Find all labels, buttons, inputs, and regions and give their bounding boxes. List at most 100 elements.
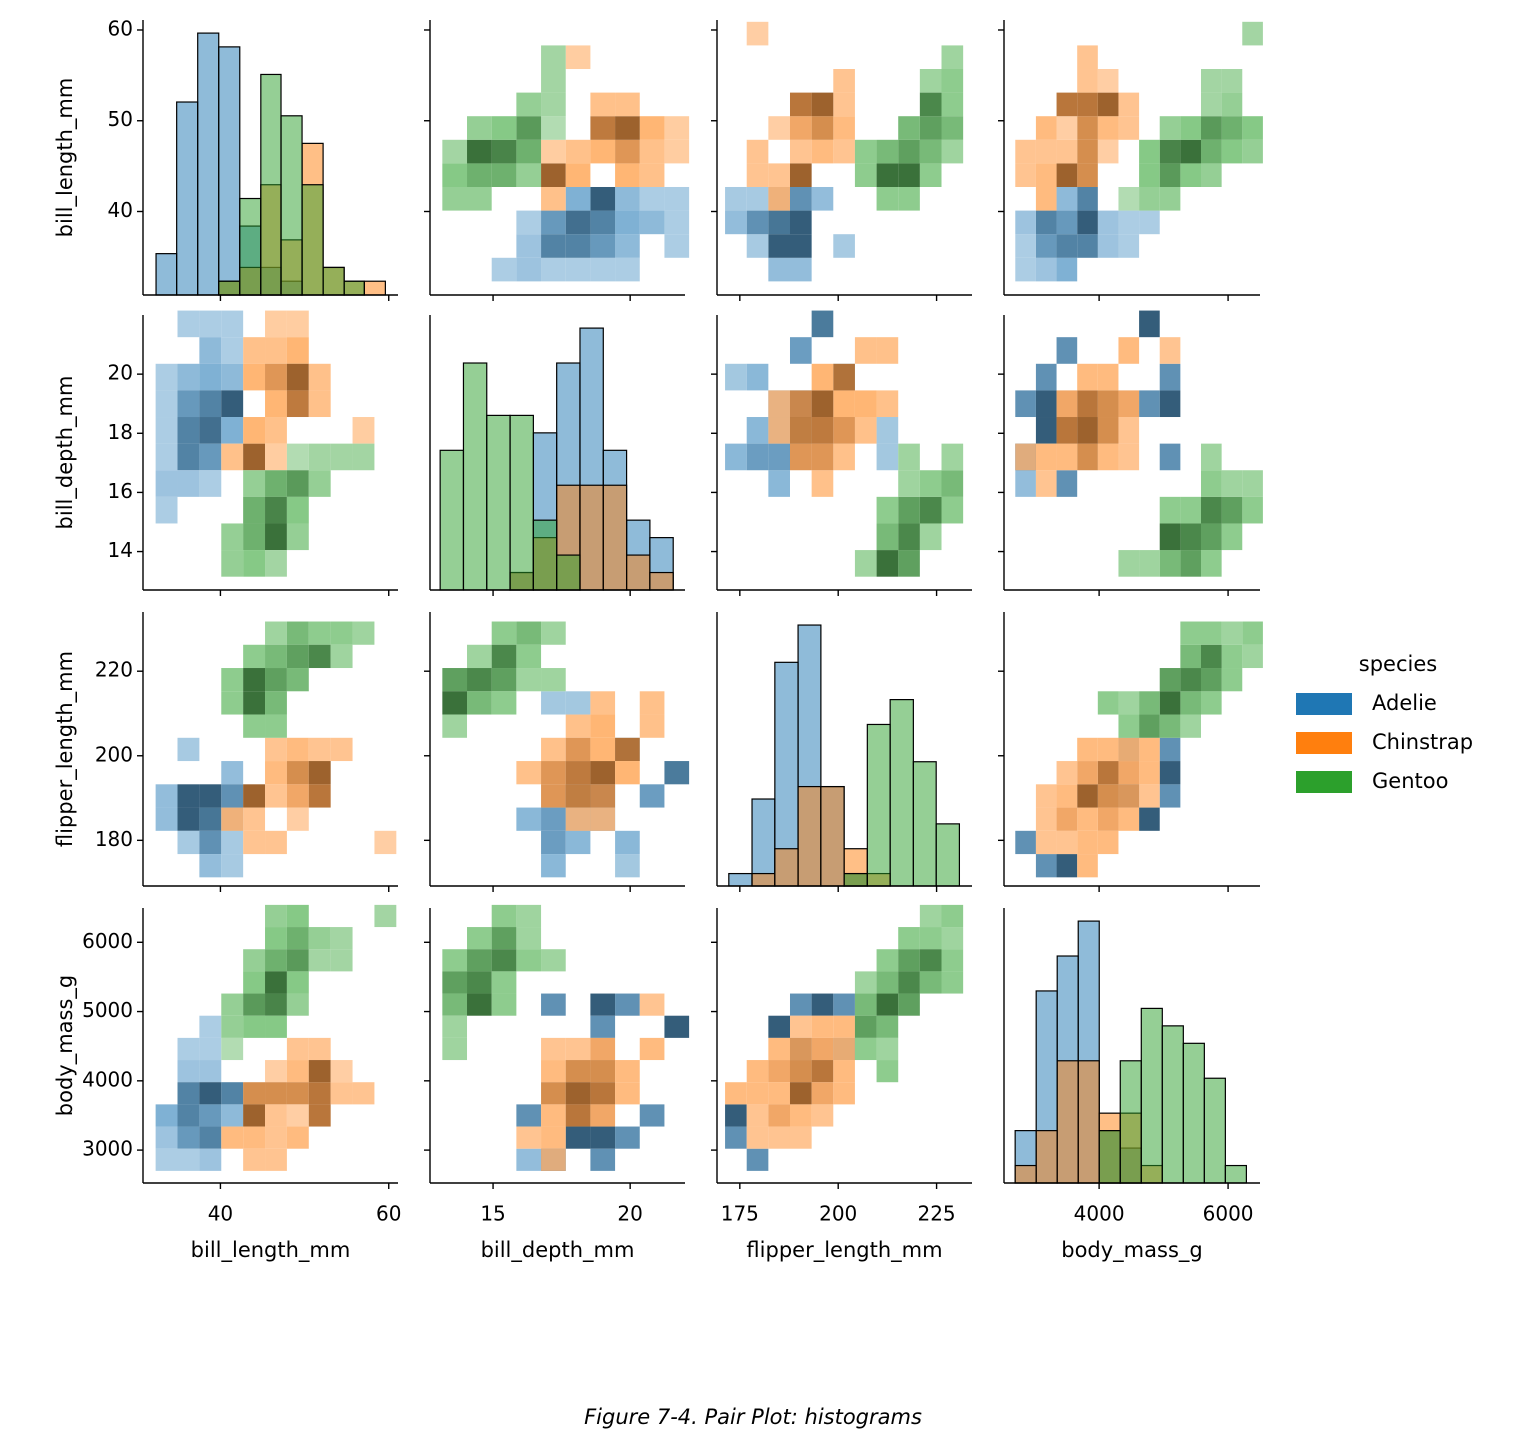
hist2d-cell: [286, 390, 309, 418]
x-tick-label: 6000: [1203, 1202, 1254, 1226]
hist2d-cell: [467, 644, 492, 669]
hist2d-cell: [541, 854, 566, 878]
hist2d-cell: [1015, 257, 1036, 282]
hist2d-cell: [639, 714, 665, 738]
hist2d-cell: [919, 470, 942, 497]
hist2d-cell: [811, 310, 834, 338]
hist2d-cell: [590, 714, 616, 738]
hist2d-cell: [941, 496, 964, 524]
hist2d-cell: [265, 1015, 287, 1038]
hist2d-cell: [1097, 116, 1119, 140]
hist2d-cell: [1097, 69, 1119, 93]
hist2d-cell: [1056, 470, 1078, 497]
hist2d-cell: [1035, 417, 1057, 444]
hist2d-cell: [615, 1082, 640, 1105]
hist2d-cell: [330, 927, 353, 950]
hist2d-cell: [286, 496, 309, 524]
hist2d-cell: [1159, 186, 1181, 211]
hist2d-cell: [491, 621, 517, 645]
hist2d-cell: [1118, 784, 1140, 808]
hist2d-cell: [898, 496, 920, 524]
hist2d-cell: [177, 1082, 200, 1105]
hist2d-cell: [286, 1126, 309, 1149]
hist2d-cell: [565, 45, 591, 70]
hist2d-cell: [265, 830, 287, 855]
hist2d-cell: [941, 927, 964, 950]
hist-bar: [820, 785, 845, 887]
hist2d-cell: [941, 45, 964, 70]
hist2d-cell: [725, 1126, 747, 1149]
hist2d-cell: [639, 691, 665, 715]
hist2d-cell: [1097, 761, 1119, 785]
hist2d-cell: [541, 1104, 566, 1127]
hist2d-cell: [352, 1082, 375, 1105]
hist2d-cell: [199, 854, 222, 878]
hist2d-cell: [243, 337, 266, 364]
hist2d-cell: [352, 443, 375, 471]
hist2d-cell: [565, 691, 591, 715]
hist2d-cell: [898, 993, 920, 1016]
hist2d-cell: [516, 949, 542, 972]
hist2d-cell: [541, 1148, 566, 1171]
hist2d-cell: [541, 691, 566, 715]
hist2d-cell: [221, 993, 244, 1016]
hist2d-cell: [1056, 234, 1078, 258]
hist2d-cell: [516, 92, 542, 117]
hist2d-cell: [1159, 390, 1181, 418]
hist2d-cell: [789, 1015, 812, 1038]
hist2d-cell: [541, 668, 566, 692]
x-tick-label: 20: [617, 1202, 642, 1226]
hist2d-cell: [265, 714, 287, 738]
hist2d-cell: [833, 69, 855, 93]
hist2d-cell: [199, 1060, 222, 1083]
hist2d-cell: [615, 163, 640, 187]
hist2d-cell: [1077, 186, 1098, 211]
hist2d-cell: [199, 807, 222, 831]
hist2d-cell: [1159, 784, 1181, 808]
hist2d-cell: [768, 163, 790, 187]
hist2d-cell: [590, 993, 616, 1016]
hist2d-cell: [1097, 737, 1119, 762]
hist-bar: [260, 73, 282, 296]
hist2d-cell: [746, 163, 769, 187]
hist2d-cell: [265, 523, 287, 551]
hist-bar: [556, 554, 581, 591]
hist2d-cell: [590, 784, 616, 808]
hist2d-cell: [898, 971, 920, 994]
hist2d-cell: [789, 163, 812, 187]
hist2d-cell: [442, 1037, 468, 1061]
hist2d-cell: [442, 993, 468, 1016]
hist2d-cell: [265, 550, 287, 577]
legend-swatch: [1296, 732, 1352, 754]
hist2d-cell: [442, 668, 468, 692]
hist2d-cell: [155, 363, 178, 391]
hist2d-cell: [1035, 854, 1057, 878]
hist-bar: [218, 280, 241, 296]
hist2d-cell: [1221, 523, 1243, 551]
hist2d-cell: [1097, 807, 1119, 831]
hist2d-cell: [833, 363, 855, 391]
hist2d-cell: [1035, 363, 1057, 391]
hist2d-cell: [941, 904, 964, 928]
y-tick-label: 60: [108, 16, 133, 40]
hist2d-cell: [789, 337, 812, 364]
hist2d-cell: [615, 92, 640, 117]
hist2d-cell: [746, 139, 769, 164]
y-axis-label: flipper_length_mm: [53, 651, 78, 847]
hist2d-cell: [1200, 523, 1222, 551]
hist2d-cell: [541, 163, 566, 187]
hist2d-cell: [265, 390, 287, 418]
hist2d-cell: [876, 496, 899, 524]
hist2d-cell: [1159, 363, 1181, 391]
hist2d-cell: [565, 807, 591, 831]
legend-label: Adelie: [1372, 691, 1437, 715]
hist2d-cell: [541, 186, 566, 211]
hist2d-cell: [639, 186, 665, 211]
hist2d-cell: [664, 210, 690, 235]
hist2d-cell: [308, 1037, 331, 1061]
hist2d-cell: [177, 830, 200, 855]
hist-bar: [579, 484, 604, 591]
hist2d-cell: [1118, 116, 1140, 140]
hist2d-cell: [1056, 784, 1078, 808]
y-tick-label: 4000: [82, 1067, 133, 1091]
